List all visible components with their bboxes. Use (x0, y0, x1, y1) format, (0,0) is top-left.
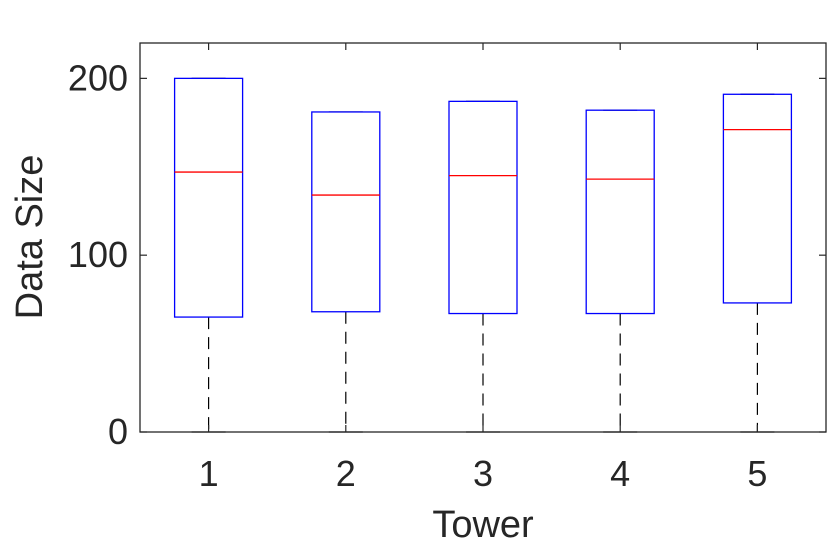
y-axis-ticks: 0 100 200 (68, 57, 826, 452)
x-axis-ticks: 1 2 3 4 5 (199, 43, 767, 494)
x-tick-label: 4 (610, 453, 630, 494)
box-body (311, 111, 381, 313)
plot-area (173, 77, 793, 433)
box-body (173, 77, 244, 318)
y-tick-label: 0 (108, 411, 128, 452)
x-tick-label: 1 (199, 453, 219, 494)
x-axis-label: Tower (432, 504, 534, 543)
box-body (585, 109, 655, 315)
y-tick-label: 100 (68, 234, 128, 275)
box-2 (311, 111, 381, 433)
box-body (448, 100, 518, 315)
box-5 (722, 93, 793, 433)
box-body (722, 93, 793, 304)
y-axis-label: Data Size (9, 155, 51, 320)
x-tick-label: 3 (473, 453, 493, 494)
y-tick-label: 200 (68, 57, 128, 98)
x-tick-label: 2 (336, 453, 356, 494)
box-4 (585, 109, 655, 433)
x-tick-label: 5 (747, 453, 767, 494)
box-1 (173, 77, 244, 433)
box-3 (448, 100, 518, 433)
